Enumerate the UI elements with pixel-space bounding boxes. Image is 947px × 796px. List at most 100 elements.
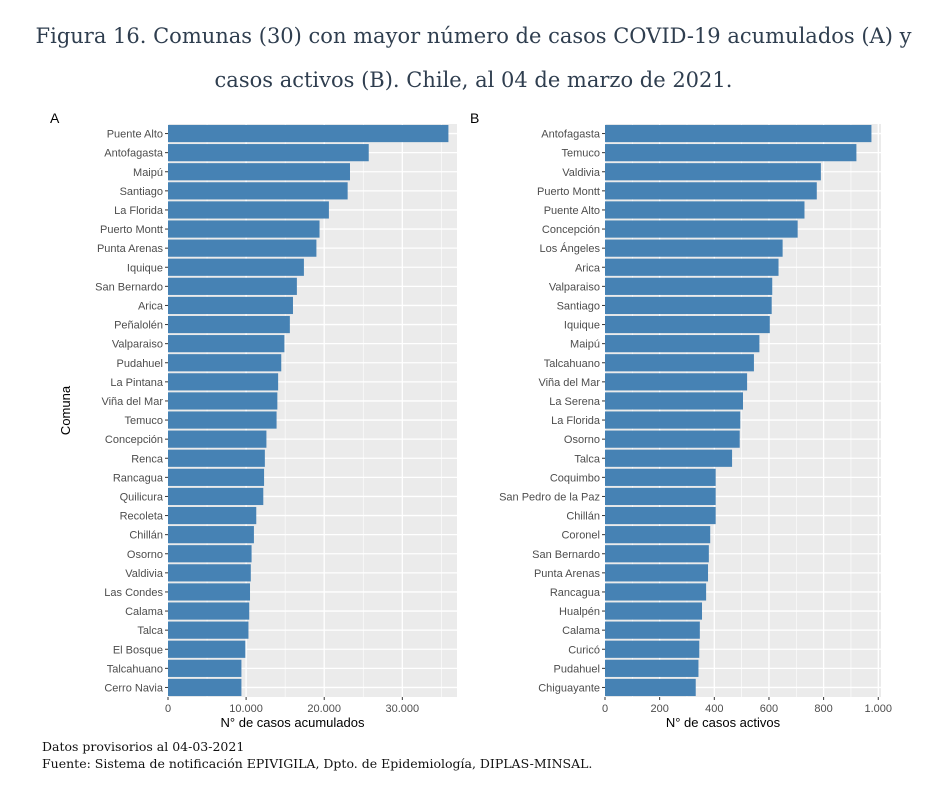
x-tick-label: 20.000 [307,703,341,715]
bar-A-4 [168,201,329,219]
category-label: El Bosque [113,644,163,656]
category-label: Maipú [133,167,163,179]
x-tick-label: 0 [165,703,171,715]
bar-A-29 [168,678,242,697]
figure-title-line-2: casos activos (B). Chile, al 04 de marzo… [214,68,733,92]
category-label: Maipú [570,339,600,351]
category-label: San Bernardo [532,549,600,561]
category-label: Santiago [557,300,600,312]
category-label: Talcahuano [544,358,600,370]
bar-B-9 [605,296,772,315]
category-label: Calama [125,606,164,618]
x-tick-label: 30.000 [385,703,419,715]
bar-B-12 [605,354,754,372]
bar-B-1 [605,144,857,162]
category-label: La Florida [551,415,601,427]
bar-B-2 [605,163,821,181]
category-label: Renca [131,453,164,465]
bar-B-28 [605,659,699,677]
category-label: Talcahuano [107,663,163,675]
bar-B-4 [605,201,805,219]
bar-B-15 [605,411,741,429]
x-tick-label: 1.000 [865,703,893,715]
bar-B-24 [605,583,707,601]
figure-title: Figura 16. Comunas (30) con mayor número… [0,14,947,102]
category-label: Antofagasta [541,129,601,141]
x-tick-label: 800 [814,703,832,715]
category-label: Rancagua [113,472,164,484]
category-label: Valparaiso [549,281,600,293]
category-label: Santiago [120,186,163,198]
category-label: Calama [562,625,601,637]
bar-B-11 [605,335,760,353]
category-label: Iquique [564,320,600,332]
bar-B-13 [605,373,748,391]
bar-A-18 [168,468,265,486]
category-label: La Serena [549,396,601,408]
bar-B-7 [605,258,779,276]
category-label: Temuco [124,415,163,427]
bar-A-13 [168,373,279,391]
category-label: Viña del Mar [101,396,163,408]
panel-A-background [168,124,457,697]
bar-A-27 [168,640,246,658]
category-label: Chillán [129,530,163,542]
category-label: Talca [574,453,601,465]
footnote-source: Fuente: Sistema de notificación EPIVIGIL… [42,756,593,771]
category-label: Chillán [566,511,600,523]
bar-A-8 [168,277,297,295]
bar-B-10 [605,315,770,334]
bar-A-19 [168,487,264,506]
bar-A-6 [168,239,317,257]
y-axis-title: Comuna [58,385,73,435]
category-label: Osorno [564,434,600,446]
bar-B-26 [605,621,700,639]
bar-B-21 [605,526,711,544]
category-label: Iquique [127,262,163,274]
category-label: Recoleta [120,511,164,523]
x-axis-title: N° de casos acumulados [221,715,365,730]
bar-A-0 [168,124,449,143]
bar-B-3 [605,182,817,200]
category-label: Puente Alto [107,129,163,141]
bar-B-22 [605,545,709,563]
x-axis-title: N° de casos activos [666,715,781,730]
bar-A-17 [168,449,265,467]
footnote: Datos provisorios al 04-03-2021 Fuente: … [42,738,592,772]
category-label: Arica [138,300,164,312]
x-tick-label: 400 [705,703,723,715]
category-label: Chiguayante [538,682,600,694]
category-label: Puerto Montt [537,186,600,198]
bar-A-20 [168,506,257,525]
x-tick-label: 600 [760,703,778,715]
category-label: Coquimbo [550,472,600,484]
category-label: Hualpén [559,606,600,618]
category-label: Concepción [105,434,163,446]
category-label: Osorno [127,549,163,561]
bar-A-24 [168,583,251,601]
bar-A-21 [168,526,254,544]
category-label: La Pintana [110,377,163,389]
category-label: Punta Arenas [97,243,164,255]
bar-B-23 [605,564,709,582]
bar-A-9 [168,296,293,315]
bar-B-16 [605,430,740,448]
category-label: Valdivia [125,568,164,580]
bar-A-28 [168,659,242,677]
bar-A-2 [168,163,350,181]
bar-A-5 [168,220,320,238]
category-label: Peñalolén [114,320,163,332]
category-label: Valparaiso [112,339,163,351]
category-label: Quilicura [120,491,164,503]
category-label: Concepción [542,224,600,236]
bar-B-25 [605,602,703,620]
bar-B-29 [605,678,696,697]
bar-B-5 [605,220,798,238]
category-label: San Bernardo [95,281,163,293]
category-label: Curicó [568,644,600,656]
footnote-provisional: Datos provisorios al 04-03-2021 [42,739,245,754]
bar-A-26 [168,621,249,639]
bar-B-19 [605,487,716,506]
category-label: Pudahuel [117,358,164,370]
category-label: San Pedro de la Paz [499,491,600,503]
